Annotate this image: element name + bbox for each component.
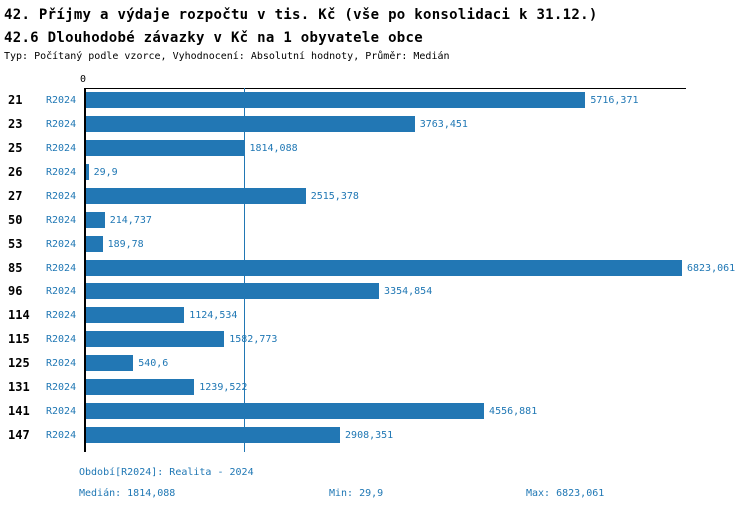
chart-row: 147 R2024 2908,351 <box>0 427 750 444</box>
row-series-label: R2024 <box>46 118 77 130</box>
bar-value-label: 29,9 <box>93 166 118 178</box>
row-series-label: R2024 <box>46 238 77 250</box>
bar-value-label: 5716,371 <box>590 95 639 106</box>
value-bar <box>86 355 134 372</box>
chart-row: 115 R2024 1582,773 <box>0 331 750 348</box>
row-number-label: 26 <box>8 164 23 179</box>
value-bar <box>86 427 340 444</box>
stat-max: Max: 6823,061 <box>526 488 605 499</box>
stat-min: Min: 29,9 <box>329 488 384 499</box>
bar-value-label: 1814,088 <box>249 142 298 154</box>
bar-value-label: 3354,854 <box>384 286 433 298</box>
value-bar <box>86 379 195 396</box>
row-series-label: R2024 <box>46 286 77 298</box>
bar-value-label: 2515,378 <box>310 190 359 202</box>
value-bar <box>86 92 586 108</box>
row-number-label: 96 <box>8 284 23 299</box>
x-axis-zero-label: 0 <box>80 74 87 85</box>
row-number-label: 25 <box>8 140 23 155</box>
chart-row: 26 R2024 29,9 <box>0 163 750 180</box>
period-legend: Období[R2024]: Realita - 2024 <box>79 467 254 478</box>
chart-title-line2: 42.6 Dlouhodobé závazky v Kč na 1 obyvat… <box>4 30 423 46</box>
value-bar <box>86 307 185 324</box>
bar-value-label: 6823,061 <box>687 262 736 274</box>
chart-row: 114 R2024 1124,534 <box>0 307 750 324</box>
value-bar <box>86 115 415 132</box>
row-number-label: 21 <box>8 93 23 107</box>
chart-row: 131 R2024 1239,522 <box>0 379 750 396</box>
row-number-label: 50 <box>8 212 23 227</box>
chart-row: 53 R2024 189,78 <box>0 235 750 252</box>
chart-row: 141 R2024 4556,881 <box>0 403 750 420</box>
bar-value-label: 1124,534 <box>189 310 238 322</box>
chart-title-line1: 42. Příjmy a výdaje rozpočtu v tis. Kč (… <box>4 7 598 23</box>
chart-row: 21 R2024 5716,371 <box>0 92 750 108</box>
value-bar <box>86 139 245 156</box>
row-series-label: R2024 <box>46 310 77 322</box>
value-bar <box>86 331 225 348</box>
bar-value-label: 1239,522 <box>199 382 248 394</box>
chart-row: 96 R2024 3354,854 <box>0 283 750 300</box>
chart-subtitle: Typ: Počítaný podle vzorce, Vyhodnocení:… <box>4 51 450 62</box>
plot-top-border <box>84 88 686 89</box>
value-bar <box>86 187 306 204</box>
row-series-label: R2024 <box>46 406 77 418</box>
row-number-label: 115 <box>8 332 30 347</box>
chart-row: 125 R2024 540,6 <box>0 355 750 372</box>
row-number-label: 85 <box>8 260 23 275</box>
row-number-label: 141 <box>8 404 30 419</box>
bar-value-label: 1582,773 <box>229 334 278 346</box>
row-series-label: R2024 <box>46 382 77 394</box>
row-series-label: R2024 <box>46 358 77 370</box>
stat-median: Medián: 1814,088 <box>79 488 176 499</box>
bar-value-label: 4556,881 <box>489 406 538 418</box>
row-number-label: 114 <box>8 308 30 323</box>
chart-row: 85 R2024 6823,061 <box>0 259 750 276</box>
value-bar <box>86 283 379 300</box>
chart-row: 25 R2024 1814,088 <box>0 139 750 156</box>
bar-value-label: 2908,351 <box>345 430 394 442</box>
value-bar <box>86 211 105 228</box>
row-series-label: R2024 <box>46 430 77 442</box>
row-series-label: R2024 <box>46 95 77 106</box>
row-number-label: 53 <box>8 236 23 251</box>
bar-value-label: 214,737 <box>109 214 152 226</box>
row-series-label: R2024 <box>46 142 77 154</box>
row-series-label: R2024 <box>46 334 77 346</box>
row-series-label: R2024 <box>46 214 77 226</box>
row-series-label: R2024 <box>46 166 77 178</box>
row-series-label: R2024 <box>46 262 77 274</box>
value-bar <box>86 163 89 180</box>
row-number-label: 27 <box>8 188 23 203</box>
row-series-label: R2024 <box>46 190 77 202</box>
row-number-label: 147 <box>8 428 30 443</box>
chart-row: 27 R2024 2515,378 <box>0 187 750 204</box>
row-number-label: 131 <box>8 380 30 395</box>
value-bar <box>86 403 484 420</box>
value-bar <box>86 259 682 276</box>
chart-row: 50 R2024 214,737 <box>0 211 750 228</box>
y-axis-line <box>84 88 86 452</box>
bar-value-label: 189,78 <box>107 238 144 250</box>
bar-value-label: 3763,451 <box>419 118 468 130</box>
chart-row: 23 R2024 3763,451 <box>0 115 750 132</box>
bar-value-label: 540,6 <box>138 358 169 370</box>
value-bar <box>86 235 103 252</box>
row-number-label: 125 <box>8 356 30 371</box>
row-number-label: 23 <box>8 116 23 131</box>
